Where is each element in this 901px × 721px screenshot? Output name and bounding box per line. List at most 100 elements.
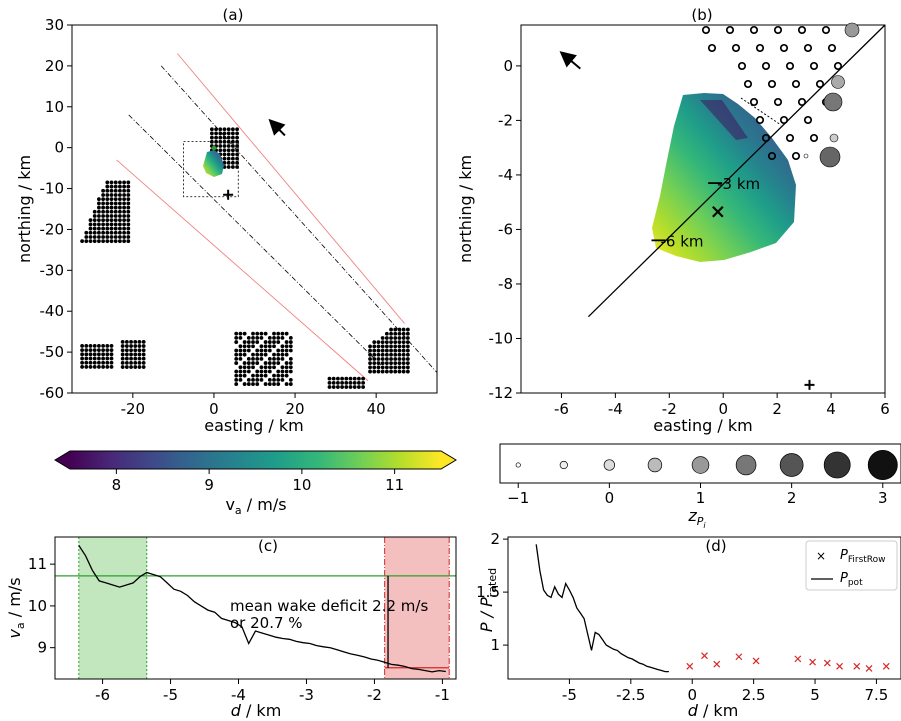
turbine-dot bbox=[234, 348, 239, 353]
a-xtick-label-40: 40 bbox=[367, 400, 386, 418]
turbine-dot bbox=[272, 340, 276, 344]
turbine-circle bbox=[743, 79, 753, 89]
turbine-dot bbox=[105, 201, 110, 206]
turbine-dot bbox=[246, 361, 251, 365]
panel-b: (b) -3 km -6 km -6 -4 -2 0 2 4 6 -12 -10 -8 -6 -4 -2 0… bbox=[456, 6, 890, 435]
turbine-dot bbox=[284, 344, 289, 349]
turbine-dot bbox=[238, 352, 243, 357]
turbine-dot bbox=[361, 380, 365, 385]
turbine-dot bbox=[126, 184, 131, 189]
x-marker bbox=[712, 205, 724, 218]
turbine-dot bbox=[218, 131, 223, 136]
turbine-dot bbox=[372, 369, 377, 374]
cone-red-line-0 bbox=[177, 53, 405, 324]
turbine-dot bbox=[141, 365, 146, 369]
panel-b-xlabel: easting / km bbox=[653, 416, 752, 435]
turbine-dot bbox=[80, 352, 85, 357]
turbine-dot bbox=[255, 361, 260, 365]
turbine-dot bbox=[389, 361, 393, 366]
turbine-dot bbox=[226, 156, 231, 161]
c-ytick-label-11: 11 bbox=[28, 555, 47, 573]
turbine-dot bbox=[284, 340, 289, 344]
turbine-circle bbox=[803, 115, 813, 125]
turbine-dot bbox=[226, 127, 231, 132]
turbine-dot bbox=[284, 361, 289, 365]
turbine-dot bbox=[234, 373, 239, 378]
turbine-dot bbox=[141, 344, 146, 348]
b-ytick-label--4: -4 bbox=[498, 166, 513, 184]
turbine-dot bbox=[267, 335, 272, 340]
c-xtick-label--4: -4 bbox=[231, 686, 246, 704]
turbine-dot bbox=[288, 369, 293, 374]
turbine-dot bbox=[122, 197, 127, 202]
turbine-circle bbox=[767, 79, 777, 89]
turbine-dot bbox=[238, 344, 243, 349]
turbine-dot bbox=[327, 385, 332, 389]
panel-c-frame bbox=[54, 536, 457, 680]
cone-dashed-line-1 bbox=[128, 114, 385, 369]
turbine-dot bbox=[288, 382, 293, 386]
turbine-dot bbox=[218, 144, 223, 148]
turbine-dot bbox=[352, 380, 357, 385]
turbine-dot bbox=[263, 348, 268, 353]
size-legend-tick-label-2: 2 bbox=[787, 489, 797, 507]
turbine-dot bbox=[122, 188, 127, 193]
turbine-dot bbox=[405, 327, 410, 332]
turbine-dot bbox=[276, 373, 281, 378]
turbine-dot bbox=[230, 148, 235, 153]
turbine-dot bbox=[348, 376, 353, 381]
inset-box bbox=[183, 141, 239, 198]
d-xtick-label-2.5: 2.5 bbox=[742, 686, 766, 704]
turbine-dot bbox=[242, 331, 247, 336]
turbine-dot bbox=[122, 209, 127, 214]
turbine-dot bbox=[246, 365, 251, 370]
turbine-circle bbox=[731, 43, 741, 53]
panel-a-ylabel: northing / km bbox=[15, 155, 34, 263]
panel-c-ylabel: va / m/s bbox=[5, 577, 27, 638]
turbine-dot bbox=[389, 369, 393, 374]
turbine-dot bbox=[405, 340, 410, 345]
turbine-dot bbox=[284, 369, 289, 374]
turbine-dot bbox=[105, 180, 110, 185]
panel-c-plot bbox=[55, 537, 456, 679]
turbine-dot bbox=[393, 340, 398, 345]
turbine-dot bbox=[255, 356, 260, 361]
turbine-dot bbox=[272, 373, 276, 378]
turbine-dot bbox=[393, 352, 398, 357]
turbine-dot bbox=[88, 239, 93, 244]
turbine-dot bbox=[88, 356, 93, 361]
turbine-dot bbox=[344, 385, 349, 389]
turbine-dot bbox=[105, 184, 110, 189]
turbine-dot bbox=[234, 377, 239, 382]
b-xtick-label--6: -6 bbox=[554, 400, 569, 418]
turbine-dot bbox=[276, 348, 281, 353]
turbine-circle bbox=[773, 97, 783, 107]
turbine-dot bbox=[361, 385, 365, 389]
turbine-dot bbox=[238, 377, 243, 382]
turbine-group-west-field bbox=[80, 180, 131, 244]
turbine-dot bbox=[226, 160, 231, 165]
turbine-dot bbox=[122, 205, 127, 210]
turbine-dot bbox=[105, 356, 110, 361]
turbine-dot bbox=[126, 193, 131, 197]
turbine-dot bbox=[405, 344, 410, 349]
turbine-dot bbox=[255, 352, 260, 357]
turbine-dot bbox=[209, 131, 214, 136]
turbine-circle bbox=[779, 43, 789, 53]
turbine-dot bbox=[101, 352, 106, 357]
turbine-dot bbox=[372, 348, 377, 353]
turbine-dot bbox=[242, 344, 247, 349]
turbine-dot bbox=[214, 127, 218, 132]
d-xtick-label--2.5: -2.5 bbox=[616, 686, 645, 704]
turbine-dot bbox=[118, 235, 122, 239]
turbine-dot bbox=[397, 357, 402, 361]
turbine-dot bbox=[97, 365, 101, 369]
turbine-dot bbox=[276, 382, 281, 386]
size-legend-circle-4 bbox=[691, 456, 710, 474]
turbine-dot bbox=[113, 235, 118, 239]
turbine-dot bbox=[276, 369, 281, 374]
turbine-dot bbox=[280, 373, 285, 378]
turbine-dot bbox=[109, 226, 114, 231]
turbine-group-south-east-1 bbox=[327, 376, 365, 389]
turbine-dot bbox=[101, 193, 106, 197]
